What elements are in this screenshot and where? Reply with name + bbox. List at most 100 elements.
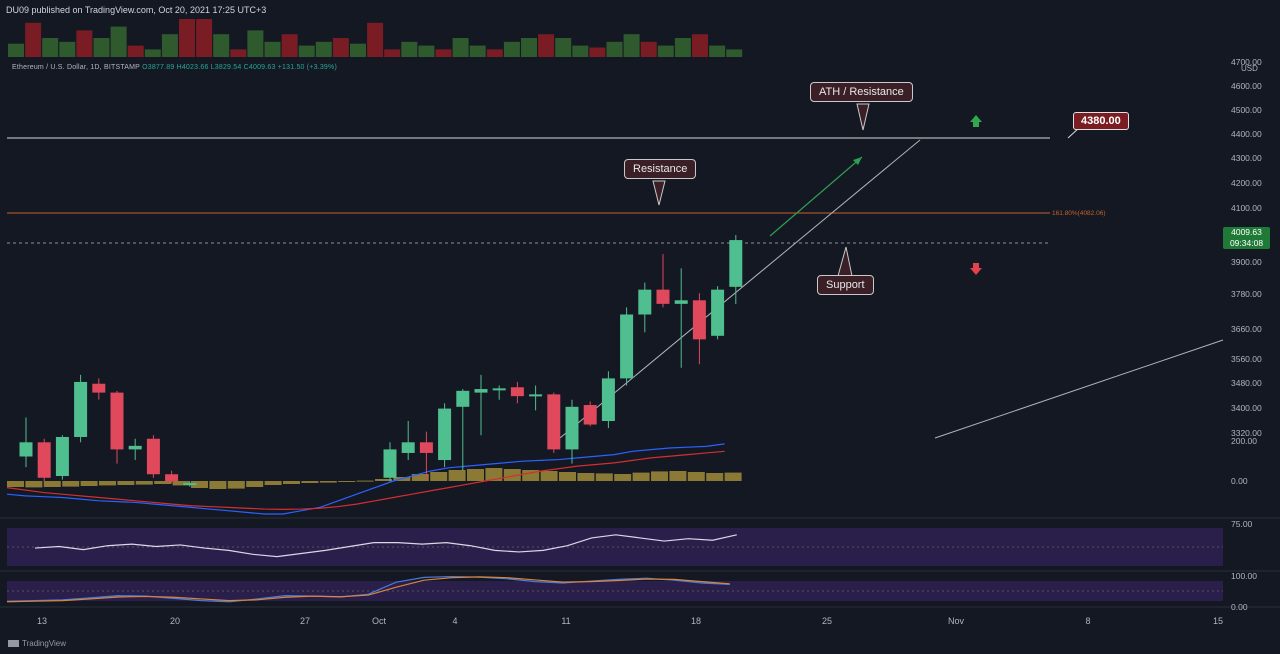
resistance-label[interactable]: Resistance bbox=[624, 159, 697, 179]
level-4380-label[interactable]: 4380.00 bbox=[1073, 112, 1129, 130]
time-axis-label: 25 bbox=[822, 616, 832, 626]
candle-body bbox=[383, 449, 397, 478]
price-axis-label: 4300.00 bbox=[1231, 153, 1262, 163]
volume-bar bbox=[521, 38, 537, 57]
volume-bar bbox=[298, 45, 315, 57]
price-axis-label: 4200.00 bbox=[1231, 178, 1262, 188]
brand-label: TradingView bbox=[22, 639, 67, 648]
candle-body bbox=[146, 438, 160, 475]
macd-histogram-bar bbox=[264, 481, 282, 485]
price-axis-label: 4500.00 bbox=[1231, 105, 1262, 115]
macd-histogram-bar bbox=[632, 472, 650, 481]
macd-histogram-bar bbox=[356, 480, 374, 482]
volume-bar bbox=[503, 41, 520, 57]
volume-bar bbox=[486, 49, 503, 57]
support-trendline[interactable] bbox=[559, 139, 921, 439]
volume-bar bbox=[709, 45, 726, 57]
volume-bar bbox=[59, 41, 76, 57]
rsi-pane bbox=[34, 534, 737, 558]
volume-bar bbox=[640, 41, 657, 57]
macd-axis-label: 0.00 bbox=[1231, 476, 1248, 486]
price-axis-label: 3480.00 bbox=[1231, 378, 1262, 388]
volume-bar bbox=[93, 38, 110, 57]
candle-body bbox=[37, 442, 51, 478]
macd-histogram-bar bbox=[411, 474, 429, 481]
macd-histogram-bar bbox=[319, 481, 337, 483]
macd-axis-label: 200.00 bbox=[1231, 436, 1257, 446]
tradingview-logo-icon bbox=[8, 640, 19, 648]
time-axis-label: 13 bbox=[37, 616, 47, 626]
macd-histogram-bar bbox=[43, 481, 61, 487]
time-axis-label: 18 bbox=[691, 616, 701, 626]
price-axis-label: 3780.00 bbox=[1231, 289, 1262, 299]
macd-histogram-bar bbox=[467, 469, 484, 481]
tradingview-brand[interactable]: TradingView bbox=[8, 639, 66, 648]
current-price-tag: 4009.63 09:34:08 bbox=[1223, 227, 1270, 249]
macd-histogram-bar bbox=[62, 481, 80, 487]
current-price: 4009.63 bbox=[1231, 227, 1262, 237]
candle-body bbox=[583, 405, 597, 425]
support-label[interactable]: Support bbox=[817, 275, 874, 295]
candle-body bbox=[92, 383, 106, 393]
candle-body bbox=[547, 394, 561, 450]
candle-body bbox=[456, 390, 470, 407]
volume-bar bbox=[76, 30, 93, 57]
symbol-legend: Ethereum / U.S. Dollar, 1D, BITSTAMP O38… bbox=[12, 64, 337, 71]
macd-pane bbox=[6, 443, 742, 515]
time-axis-label: 8 bbox=[1085, 616, 1090, 626]
volume-bar bbox=[572, 45, 589, 57]
time-axis-label: Oct bbox=[372, 616, 387, 626]
macd-histogram-bar bbox=[522, 470, 540, 481]
ath-callout-tail bbox=[856, 103, 870, 131]
macd-histogram-bar bbox=[724, 472, 742, 481]
candle-body bbox=[692, 300, 706, 340]
volume-bar bbox=[247, 30, 264, 57]
macd-histogram-bar bbox=[301, 481, 319, 483]
macd-histogram-bar bbox=[191, 481, 208, 488]
rsi-axis-label: 75.00 bbox=[1231, 519, 1253, 529]
volume-bar bbox=[315, 41, 332, 57]
macd-histogram-bar bbox=[154, 481, 172, 484]
macd-histogram-bar bbox=[651, 471, 668, 481]
volume-bar bbox=[418, 45, 435, 57]
candle-body bbox=[711, 289, 725, 336]
ath-resistance-label[interactable]: ATH / Resistance bbox=[810, 82, 913, 102]
volume-bar bbox=[230, 49, 247, 57]
price-axis-label: 3400.00 bbox=[1231, 403, 1262, 413]
secondary-trendline[interactable] bbox=[934, 339, 1224, 439]
macd-histogram-bar bbox=[448, 470, 466, 481]
volume-bar bbox=[623, 34, 640, 57]
volume-bar bbox=[144, 49, 161, 57]
volume-bar bbox=[538, 34, 555, 57]
macd-histogram-bar bbox=[227, 481, 245, 489]
volume-bar bbox=[42, 38, 59, 57]
time-axis-label: 4 bbox=[452, 616, 457, 626]
price-axis-label: 3560.00 bbox=[1231, 354, 1262, 364]
time-axis-label: 27 bbox=[300, 616, 310, 626]
projection-arrow[interactable] bbox=[769, 156, 863, 237]
time-axis-label: 11 bbox=[561, 616, 570, 626]
volume-bar bbox=[401, 41, 418, 57]
candle-body bbox=[74, 381, 88, 437]
support-callout-tail bbox=[837, 246, 853, 277]
volume-bar bbox=[350, 43, 366, 57]
stoch-pane bbox=[6, 575, 730, 603]
candle-body bbox=[729, 240, 743, 287]
candle-body bbox=[492, 388, 506, 391]
macd-histogram-bar bbox=[577, 473, 595, 481]
volume-bar bbox=[161, 34, 178, 57]
volume-bars bbox=[8, 19, 743, 57]
volume-bar bbox=[332, 38, 349, 57]
candle-countdown: 09:34:08 bbox=[1229, 237, 1264, 248]
price-axis-label: 3320.00 bbox=[1231, 428, 1262, 438]
up-arrow-icon bbox=[970, 115, 982, 127]
volume-bar bbox=[384, 49, 401, 57]
candle-body bbox=[601, 378, 615, 421]
stoch-axis-label: 100.00 bbox=[1231, 571, 1257, 581]
candle-body bbox=[510, 387, 524, 397]
volume-bar bbox=[435, 49, 452, 57]
candle-body bbox=[474, 389, 488, 393]
volume-bar bbox=[25, 22, 42, 57]
symbol-name[interactable]: Ethereum / U.S. Dollar, 1D, BITSTAMP bbox=[12, 64, 140, 71]
